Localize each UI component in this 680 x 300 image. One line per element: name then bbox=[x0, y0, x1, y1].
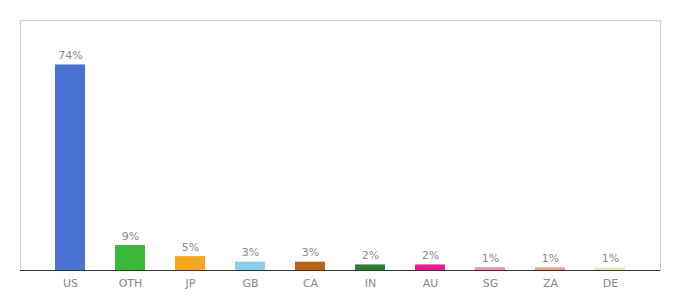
svg-text:SG: SG bbox=[483, 277, 499, 290]
svg-text:ZA: ZA bbox=[543, 277, 559, 290]
svg-text:9%: 9% bbox=[122, 230, 139, 243]
svg-text:GB: GB bbox=[242, 277, 258, 290]
svg-text:CA: CA bbox=[303, 277, 319, 290]
svg-text:AU: AU bbox=[423, 277, 439, 290]
svg-text:74%: 74% bbox=[58, 49, 82, 62]
svg-text:OTH: OTH bbox=[119, 277, 143, 290]
svg-text:1%: 1% bbox=[542, 252, 559, 265]
svg-text:3%: 3% bbox=[242, 246, 259, 259]
svg-text:US: US bbox=[63, 277, 78, 290]
svg-text:1%: 1% bbox=[482, 252, 499, 265]
svg-text:2%: 2% bbox=[422, 249, 439, 262]
svg-text:5%: 5% bbox=[182, 241, 199, 254]
svg-text:3%: 3% bbox=[302, 246, 319, 259]
svg-text:DE: DE bbox=[603, 277, 618, 290]
svg-text:IN: IN bbox=[365, 277, 376, 290]
svg-text:1%: 1% bbox=[602, 252, 619, 265]
svg-text:JP: JP bbox=[185, 277, 196, 290]
svg-text:2%: 2% bbox=[362, 249, 379, 262]
